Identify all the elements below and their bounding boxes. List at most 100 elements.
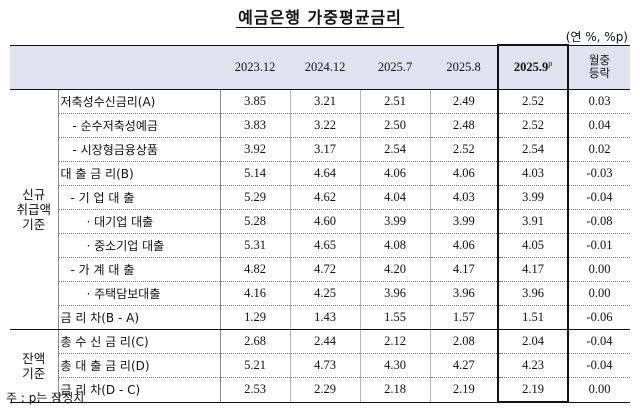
header-blank [10,44,220,90]
value-cell: 2.52 [497,113,569,138]
value-cell: 2.18 [360,377,431,403]
row-label: · 대기업 대출 [58,209,221,234]
value-cell: 3.99 [497,185,569,210]
value-cell: 2.54 [360,137,431,162]
value-cell: 4.04 [360,185,431,210]
value-cell: 3.83 [220,113,291,138]
value-cell: 4.03 [497,161,569,186]
value-cell: 1.51 [497,305,569,330]
value-cell: 3.91 [497,209,569,234]
value-cell: 4.05 [497,233,569,258]
value-cell: 4.23 [497,353,569,378]
value-cell: 2.54 [497,137,569,162]
value-cell: 2.52 [497,89,569,114]
value-cell: 4.08 [360,233,431,258]
value-cell: 2.29 [290,377,361,403]
unit-label: (연 %, %p) [565,30,628,44]
value-cell: 3.96 [497,281,569,306]
change-cell: -0.04 [568,329,630,354]
table-row: 총 대 출 금 리(D) 5.21 4.73 4.30 4.27 4.23 -0.04 [10,353,630,378]
value-cell: 1.43 [290,305,361,330]
value-cell: 3.92 [220,137,291,162]
change-cell: 0.00 [568,377,630,403]
table-row: 금 리 차(D - C) 2.53 2.29 2.18 2.19 2.19 0.00 [10,377,630,403]
value-cell: 3.22 [290,113,361,138]
value-cell: 3.96 [360,281,431,306]
value-cell: 5.21 [220,353,291,378]
row-label: - 순수저축성예금 [58,113,221,138]
row-label: - 시장형금융상품 [58,137,221,162]
change-cell: -0.06 [568,305,630,330]
value-cell: 2.08 [430,329,499,354]
value-cell: 1.29 [220,305,291,330]
table-row: - 순수저축성예금 3.83 3.22 2.50 2.48 2.52 0.04 [10,113,630,138]
col-header: 2024.12 [290,44,360,90]
change-cell: -0.08 [568,209,630,234]
table-row: - 기 업 대 출 5.29 4.62 4.04 4.03 3.99 -0.04 [10,185,630,210]
value-cell: 3.17 [290,137,361,162]
value-cell: 4.06 [430,161,499,186]
value-cell: 5.31 [220,233,291,258]
row-label: 금 리 차(D - C) [58,377,221,403]
value-cell: 1.57 [430,305,499,330]
value-cell: 2.49 [430,89,499,114]
row-label: 총 수 신 금 리(C) [58,329,221,354]
row-label: 대 출 금 리(B) [58,161,221,186]
value-cell: 4.06 [430,233,499,258]
table-row: · 주택담보대출 4.16 4.25 3.96 3.96 3.96 0.00 [10,281,630,306]
table-row: 금 리 차(B - A) 1.29 1.43 1.55 1.57 1.51 -0.06 [10,305,630,330]
page-title: 예금은행 가중평균금리 [236,8,404,28]
value-cell: 4.73 [290,353,361,378]
table-row: - 시장형금융상품 3.92 3.17 2.54 2.52 2.54 0.02 [10,137,630,162]
value-cell: 2.51 [360,89,431,114]
rates-table: 2023.12 2024.12 2025.7 2025.8 2025.9p 월중… [10,44,630,403]
value-cell: 4.65 [290,233,361,258]
table-row: 신규 취급액 기준 저축성수신금리(A) 3.85 3.21 2.51 2.49 2.52 0.0… [10,89,630,330]
row-label: 금 리 차(B - A) [58,305,221,330]
value-cell: 4.25 [290,281,361,306]
group-label-balance: 잔액 기준 [10,329,59,403]
value-cell: 4.16 [220,281,291,306]
value-cell: 4.60 [290,209,361,234]
row-label: - 가 계 대 출 [58,257,221,282]
header-row: 2023.12 2024.12 2025.7 2025.8 2025.9p 월중… [10,44,630,90]
footnote: 주 : p는 잠정치 [6,391,85,405]
value-cell: 2.12 [360,329,431,354]
row-label: · 주택담보대출 [58,281,221,306]
row-label: · 중소기업 대출 [58,233,221,258]
table-row: - 가 계 대 출 4.82 4.72 4.20 4.17 4.17 0.00 [10,257,630,282]
row-label: 총 대 출 금 리(D) [58,353,221,378]
value-cell: 4.20 [360,257,431,282]
change-cell: 0.00 [568,281,630,306]
value-cell: 2.53 [220,377,291,403]
value-cell: 5.29 [220,185,291,210]
value-cell: 4.82 [220,257,291,282]
value-cell: 2.04 [497,329,569,354]
group-label-new: 신규 취급액 기준 [10,89,59,330]
value-cell: 1.55 [360,305,431,330]
value-cell: 2.48 [430,113,499,138]
value-cell: 2.44 [290,329,361,354]
value-cell: 4.64 [290,161,361,186]
col-header: 2025.8 [430,44,498,90]
change-cell: -0.04 [568,353,630,378]
row-label: 저축성수신금리(A) [58,89,221,114]
change-cell: 0.04 [568,113,630,138]
value-cell: 4.72 [290,257,361,282]
change-cell: 0.00 [568,257,630,282]
value-cell: 2.19 [497,377,569,403]
value-cell: 4.30 [360,353,431,378]
value-cell: 3.85 [220,89,291,114]
col-header-current: 2025.9p [497,44,569,90]
value-cell: 4.62 [290,185,361,210]
value-cell: 4.27 [430,353,499,378]
value-cell: 3.99 [360,209,431,234]
row-label: - 기 업 대 출 [58,185,221,210]
value-cell: 2.19 [430,377,499,403]
table-row: · 대기업 대출 5.28 4.60 3.99 3.99 3.91 -0.08 [10,209,630,234]
value-cell: 3.99 [430,209,499,234]
change-cell: -0.03 [568,161,630,186]
col-header-change: 월중 등락 [568,44,630,90]
change-cell: 0.02 [568,137,630,162]
change-cell: -0.01 [568,233,630,258]
